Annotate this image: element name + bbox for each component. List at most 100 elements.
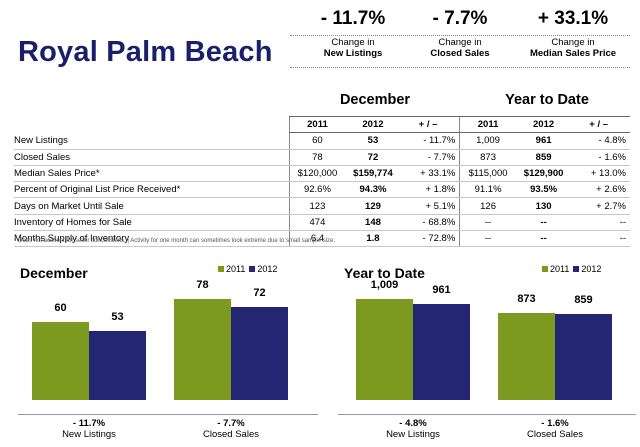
col-2012-ytd: 2012 xyxy=(516,117,572,133)
group-name: New Listings xyxy=(34,429,144,440)
bar-value-label: 72 xyxy=(231,287,288,299)
group-name: New Listings xyxy=(358,429,468,440)
cell: $120,000 xyxy=(289,165,345,181)
legend-label-2012: 2012 xyxy=(257,264,277,274)
bar-2011 xyxy=(174,299,231,400)
footnote: * Does not account for seller concession… xyxy=(14,238,335,244)
bar-value-label: 961 xyxy=(413,284,470,296)
cell: -- xyxy=(460,214,516,230)
row-label: Median Sales Price* xyxy=(14,165,289,181)
cell: - 72.8% xyxy=(401,231,460,247)
cell: - 68.8% xyxy=(401,214,460,230)
cell: 148 xyxy=(345,214,401,230)
col-2011-ytd: 2011 xyxy=(460,117,516,133)
cell: 72 xyxy=(345,149,401,165)
group-change: - 4.8% xyxy=(358,418,468,429)
kpi-median-price: + 33.1% Change in Median Sales Price xyxy=(508,8,638,59)
kpi-divider-top xyxy=(290,35,630,36)
row-label: New Listings xyxy=(14,133,289,149)
legend-swatch-2012 xyxy=(573,266,579,272)
group-change: - 7.7% xyxy=(176,418,286,429)
x-axis xyxy=(338,414,636,415)
col-2012: 2012 xyxy=(345,117,401,133)
cell: $159,774 xyxy=(345,165,401,181)
cell: + 1.8% xyxy=(401,182,460,198)
legend-swatch-2011 xyxy=(218,266,224,272)
table-row: New Listings 60 53 - 11.7% 1,009 961 - 4… xyxy=(14,133,630,149)
cell: 1.8 xyxy=(345,231,401,247)
legend-label-2011: 2011 xyxy=(226,264,245,274)
group-caption: - 1.6% Closed Sales xyxy=(500,418,610,440)
cell: + 2.6% xyxy=(571,182,630,198)
bar-value-label: 1,009 xyxy=(356,279,413,291)
section-ytd: Year to Date xyxy=(462,92,632,108)
cell: - 11.7% xyxy=(401,133,460,149)
chart-legend: 2011 2012 xyxy=(542,264,601,274)
kpi-value: - 7.7% xyxy=(395,8,525,30)
cell: 92.6% xyxy=(289,182,345,198)
kpi-caption: Change in xyxy=(395,37,525,48)
cell: 126 xyxy=(460,198,516,214)
chart-year-to-date: Year to Date 2011 2012 1,009 961- 4.8% New… xyxy=(320,258,640,447)
kpi-divider-bottom xyxy=(290,67,630,68)
cell: + 13.0% xyxy=(571,165,630,181)
bar-2011 xyxy=(356,299,413,400)
group-change: - 1.6% xyxy=(500,418,610,429)
table-row: Percent of Original List Price Received*… xyxy=(14,182,630,198)
cell: 859 xyxy=(516,149,572,165)
cell: -- xyxy=(571,214,630,230)
bar-2011 xyxy=(32,322,89,400)
cell: + 2.7% xyxy=(571,198,630,214)
cell: -- xyxy=(460,231,516,247)
cell: 53 xyxy=(345,133,401,149)
bar-2011 xyxy=(498,313,555,400)
cell: 129 xyxy=(345,198,401,214)
cell: - 1.6% xyxy=(571,149,630,165)
table-header-row: 2011 2012 + / – 2011 2012 + / – xyxy=(14,117,630,133)
cell: -- xyxy=(516,231,572,247)
cell: 93.5% xyxy=(516,182,572,198)
cell: 91.1% xyxy=(460,182,516,198)
kpi-closed-sales: - 7.7% Change in Closed Sales xyxy=(395,8,525,59)
kpi-caption: Change in xyxy=(508,37,638,48)
x-axis xyxy=(18,414,318,415)
table-row: Median Sales Price* $120,000 $159,774 + … xyxy=(14,165,630,181)
kpi-value: + 33.1% xyxy=(508,8,638,30)
cell: 123 xyxy=(289,198,345,214)
chart-title: December xyxy=(20,265,88,281)
table-row: Days on Market Until Sale 123 129 + 5.1%… xyxy=(14,198,630,214)
cell: 1,009 xyxy=(460,133,516,149)
group-name: Closed Sales xyxy=(176,429,286,440)
bar-value-label: 60 xyxy=(32,302,89,314)
cell: 873 xyxy=(460,149,516,165)
cell: 60 xyxy=(289,133,345,149)
row-label: Closed Sales xyxy=(14,149,289,165)
group-change: - 11.7% xyxy=(34,418,144,429)
row-label: Percent of Original List Price Received* xyxy=(14,182,289,198)
cell: 961 xyxy=(516,133,572,149)
group-caption: - 4.8% New Listings xyxy=(358,418,468,440)
group-caption: - 7.7% Closed Sales xyxy=(176,418,286,440)
legend-label-2011: 2011 xyxy=(550,264,569,274)
cell: + 33.1% xyxy=(401,165,460,181)
row-label: Inventory of Homes for Sale xyxy=(14,214,289,230)
group-caption: - 11.7% New Listings xyxy=(34,418,144,440)
bar-2012 xyxy=(413,304,470,400)
col-2011: 2011 xyxy=(289,117,345,133)
col-change: + / – xyxy=(401,117,460,133)
group-name: Closed Sales xyxy=(500,429,610,440)
stats-table: 2011 2012 + / – 2011 2012 + / – New List… xyxy=(14,116,630,247)
kpi-metric: Closed Sales xyxy=(395,48,525,59)
section-december: December xyxy=(305,92,445,108)
cell: 78 xyxy=(289,149,345,165)
cell: 94.3% xyxy=(345,182,401,198)
row-label: Days on Market Until Sale xyxy=(14,198,289,214)
cell: $129,900 xyxy=(516,165,572,181)
cell: $115,000 xyxy=(460,165,516,181)
bar-2012 xyxy=(231,307,288,400)
bar-2012 xyxy=(555,314,612,400)
cell: -- xyxy=(516,214,572,230)
chart-legend: 2011 2012 xyxy=(218,264,277,274)
cell: - 7.7% xyxy=(401,149,460,165)
page-title: Royal Palm Beach xyxy=(18,36,273,69)
